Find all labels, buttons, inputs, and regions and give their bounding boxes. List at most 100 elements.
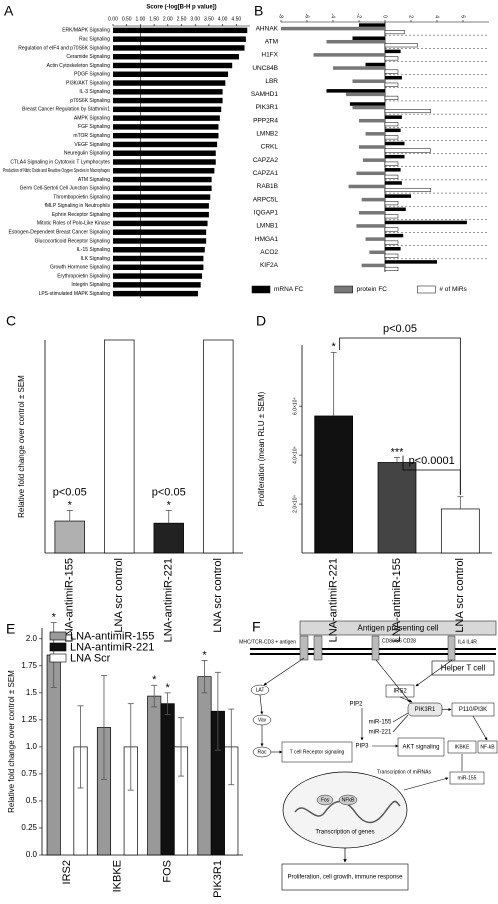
annotation: * bbox=[167, 499, 172, 511]
bar bbox=[384, 82, 399, 87]
tcell-label: Helper T cell bbox=[441, 664, 486, 673]
x-tick-label: 1.00 bbox=[136, 16, 146, 22]
node bbox=[477, 740, 498, 754]
category-label: IKBKE bbox=[111, 860, 123, 892]
category-label: p70S6K Signaling bbox=[70, 98, 110, 104]
bar bbox=[385, 181, 402, 185]
node bbox=[338, 794, 358, 806]
outcome-label: Proliferation, cell growth, immune respo… bbox=[287, 875, 403, 881]
category-label: FOS bbox=[162, 860, 174, 883]
category-label: Regulation of eIF4 and p70S6K Signaling bbox=[18, 45, 110, 51]
bar bbox=[349, 102, 385, 106]
bar bbox=[113, 290, 198, 297]
y-tick-label: 0.75 bbox=[21, 769, 37, 778]
category-label: PI3K/AKT Signaling bbox=[66, 80, 110, 86]
y-tick-label: 6.0×10⁴ bbox=[292, 397, 298, 415]
node-label: T cell Receptor signaling bbox=[290, 749, 345, 755]
diagram: F Antigen presenting cell MHC/TCR-CD3 + … bbox=[239, 619, 498, 891]
bar bbox=[365, 62, 385, 67]
category-label: Growth Hormone Signaling bbox=[50, 265, 110, 271]
category-label: HMGA1 bbox=[255, 236, 279, 243]
legend-label: LNA-antimiR-155 bbox=[70, 630, 154, 642]
bar bbox=[113, 247, 205, 253]
bar bbox=[113, 106, 222, 113]
category-label: PDGF Signaling bbox=[74, 72, 110, 78]
bar bbox=[356, 224, 385, 228]
receptor bbox=[313, 635, 323, 661]
y-tick-label: 0.5 bbox=[26, 796, 38, 805]
bar bbox=[384, 240, 399, 245]
x-tick-label: 0.00 bbox=[108, 16, 118, 22]
node-label: LAT bbox=[256, 687, 265, 693]
legend-swatch bbox=[49, 653, 67, 663]
category-label: UNC84B bbox=[252, 65, 278, 72]
bar bbox=[385, 207, 406, 212]
bar bbox=[384, 214, 399, 219]
bar bbox=[313, 53, 385, 57]
category-label: AHNAK bbox=[256, 25, 279, 32]
arrow bbox=[415, 659, 453, 687]
y-tick-label: 4.0×10⁴ bbox=[292, 446, 298, 464]
bar bbox=[113, 264, 204, 271]
arrow bbox=[375, 659, 411, 703]
node-label: Transcription of genes bbox=[315, 830, 374, 836]
category-label: Ceramide Signaling bbox=[66, 54, 110, 60]
node-label: PIK3R1 bbox=[415, 707, 436, 713]
node bbox=[281, 741, 353, 763]
bar bbox=[384, 201, 399, 206]
bar bbox=[113, 176, 212, 183]
receptor bbox=[447, 635, 456, 661]
category-label: ATM Signaling bbox=[78, 177, 110, 183]
annotation: p<0.05 bbox=[53, 486, 87, 498]
bar bbox=[385, 49, 401, 54]
bar bbox=[113, 89, 223, 95]
category-label: PIK3R1 bbox=[256, 104, 279, 111]
bar bbox=[113, 27, 248, 34]
y-tick-label: 2.0×10⁴ bbox=[292, 495, 298, 513]
category-label: CTLA4 Signaling in Cytotoxic T Lymphocyt… bbox=[10, 159, 110, 165]
bar bbox=[385, 168, 401, 172]
legend-label: mRNA FC bbox=[274, 286, 304, 293]
x-tick-label: -8 bbox=[278, 14, 284, 19]
bar bbox=[153, 522, 184, 554]
bar bbox=[203, 339, 234, 554]
category-label: Rac Signaling bbox=[79, 36, 110, 42]
annotation: p<0.05 bbox=[152, 486, 186, 498]
category-label: ACO2 bbox=[260, 249, 278, 256]
category-label: ARPC5L bbox=[253, 196, 279, 203]
bar bbox=[113, 45, 245, 51]
node-label: PIP3 bbox=[355, 744, 369, 750]
bar bbox=[385, 128, 401, 133]
arrow bbox=[263, 657, 305, 686]
bar bbox=[365, 132, 385, 136]
node-label: miR-155 bbox=[369, 720, 392, 726]
bar bbox=[113, 71, 229, 77]
node-label: NFkB bbox=[342, 797, 355, 803]
category-label: IL-3 Signaling bbox=[79, 89, 110, 95]
bar bbox=[359, 118, 385, 123]
category-label: CAPZA1 bbox=[253, 170, 279, 177]
category-label: FGF Signaling bbox=[78, 124, 110, 130]
axis-title: Score (-log[B-H p value]) bbox=[146, 5, 216, 11]
node bbox=[447, 740, 477, 754]
bar bbox=[352, 79, 385, 83]
category-label: CAPZA2 bbox=[253, 157, 279, 164]
y-tick-label: 1.75 bbox=[21, 661, 37, 670]
bar bbox=[384, 43, 418, 48]
category-label: RAB1B bbox=[257, 183, 278, 190]
bar bbox=[384, 161, 399, 166]
bar bbox=[113, 273, 203, 279]
y-tick-label: 2.0 bbox=[26, 634, 38, 643]
bar bbox=[384, 122, 399, 127]
category-label: LNA-antimiR-155 bbox=[391, 558, 403, 642]
category-label: Estrogen-Dependent Breast Cancer Signali… bbox=[9, 230, 111, 236]
node-label: Fos bbox=[321, 797, 330, 803]
x-tick-label: 4.50 bbox=[231, 16, 241, 22]
category-label: LPS-stimulated MAPK Signaling bbox=[39, 291, 111, 297]
bar bbox=[440, 508, 480, 554]
category-label: SAMHD1 bbox=[251, 91, 278, 98]
x-tick-label: 6 bbox=[460, 15, 466, 18]
panel-label: E bbox=[6, 621, 15, 637]
bar bbox=[352, 36, 385, 40]
node-label: Transcription of miRNAs bbox=[377, 769, 431, 775]
